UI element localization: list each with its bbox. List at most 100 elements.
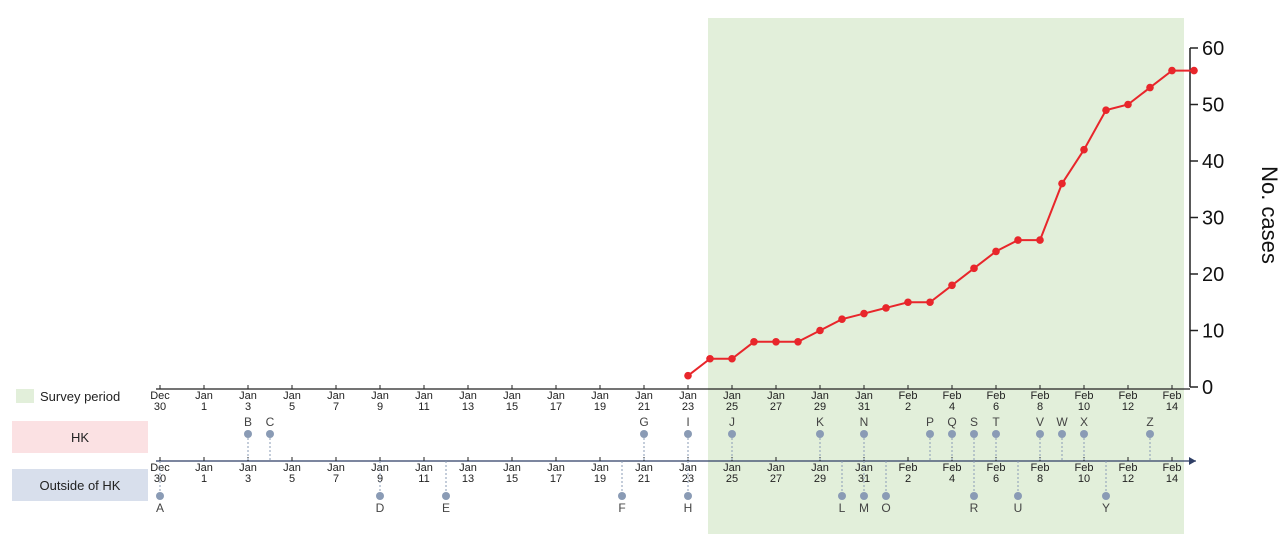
x-tick-day: 27: [770, 473, 782, 485]
hk-event-label: I: [686, 415, 689, 429]
series-point: [750, 338, 758, 346]
x-tick-month: Jan: [635, 462, 653, 474]
x-tick-day: 7: [333, 473, 339, 485]
series-point: [860, 309, 868, 318]
hk-event-dot: [860, 430, 868, 438]
hk-event-dot: [992, 430, 1000, 438]
outside-event-label: O: [881, 501, 890, 515]
row-label-outside: Outside of HK: [40, 478, 121, 493]
hk-event-dot: [948, 430, 956, 438]
series-point: [992, 247, 1000, 256]
outside-event-dot: [970, 492, 978, 500]
x-tick-day: 4: [949, 401, 955, 413]
x-tick-month: Feb: [1075, 390, 1094, 402]
hk-event-label: B: [244, 415, 252, 429]
x-tick-month: Jan: [591, 390, 609, 402]
row-label-box-outside: [12, 469, 148, 501]
x-tick-month: Feb: [1075, 462, 1094, 474]
x-tick-month: Jan: [855, 462, 873, 474]
outside-event-label: Y: [1102, 501, 1110, 515]
x-tick-day: 12: [1122, 473, 1134, 485]
x-tick-day: 15: [506, 401, 518, 413]
y-tick-label: 60: [1202, 38, 1224, 60]
x-tick-month: Jan: [415, 390, 433, 402]
x-tick-month: Jan: [811, 462, 829, 474]
x-tick-month: Jan: [767, 462, 785, 474]
y-tick-label: 20: [1202, 264, 1224, 286]
legend-swatch: [16, 389, 34, 403]
hk-event-label: T: [992, 415, 1000, 429]
hk-event-dot: [816, 430, 824, 438]
x-tick-month: Jan: [635, 390, 653, 402]
outside-event-dot: [376, 492, 384, 500]
series-point: [948, 281, 956, 290]
x-tick-month: Feb: [1163, 390, 1182, 402]
x-tick-month: Feb: [1119, 462, 1138, 474]
x-tick-day: 10: [1078, 473, 1090, 485]
outside-event-dot: [618, 492, 626, 500]
hk-event-label: Z: [1146, 415, 1153, 429]
x-tick-day: 3: [245, 473, 251, 485]
outside-event-dot: [1014, 492, 1022, 500]
x-tick-day: 8: [1037, 473, 1043, 485]
x-tick-day: 13: [462, 401, 474, 413]
y-tick-label: 10: [1202, 321, 1224, 343]
series-point: [926, 298, 934, 307]
row-label-hk: HK: [71, 430, 89, 445]
outside-event-dot: [860, 492, 868, 500]
x-tick-day: 1: [201, 401, 207, 413]
x-tick-month: Feb: [899, 390, 918, 402]
x-tick-month: Jan: [679, 462, 697, 474]
x-tick-day: 31: [858, 401, 870, 413]
outside-event-dot: [442, 492, 450, 500]
x-tick-day: 11: [418, 473, 429, 485]
x-tick-day: 13: [462, 473, 474, 485]
series-point: [1190, 66, 1198, 75]
x-tick-day: 10: [1078, 401, 1090, 413]
x-tick-day: 21: [638, 473, 650, 485]
x-tick-month: Jan: [327, 390, 345, 402]
outside-event-dot: [684, 492, 692, 500]
series-point: [1168, 66, 1176, 75]
outside-event-label: R: [970, 501, 979, 515]
outside-event-label: M: [859, 501, 869, 515]
outside-event-dot: [1102, 492, 1110, 500]
hk-event-label: V: [1036, 415, 1044, 429]
hk-event-dot: [266, 430, 274, 438]
y-tick-label: 0: [1202, 377, 1213, 399]
x-tick-month: Jan: [415, 462, 433, 474]
outside-event-dot: [156, 492, 164, 500]
series-point: [684, 371, 692, 380]
x-tick-month: Jan: [195, 462, 213, 474]
x-tick-month: Jan: [195, 390, 213, 402]
x-tick-month: Jan: [459, 390, 477, 402]
y-axis-title: No. cases: [1257, 166, 1282, 264]
outside-event-label: E: [442, 501, 450, 515]
x-tick-month: Feb: [899, 462, 918, 474]
legend-label: Survey period: [40, 389, 120, 404]
x-tick-day: 7: [333, 401, 339, 413]
series-point: [970, 264, 978, 273]
x-tick-day: 6: [993, 473, 999, 485]
hk-event-dot: [640, 430, 648, 438]
outside-event-label: D: [376, 501, 385, 515]
series-point: [1124, 100, 1132, 109]
x-tick-day: 14: [1166, 401, 1178, 413]
x-tick-month: Jan: [811, 390, 829, 402]
x-tick-month: Feb: [1119, 390, 1138, 402]
x-tick-day: 21: [638, 401, 650, 413]
series-point: [1014, 236, 1022, 244]
survey-period-band: [708, 18, 1184, 534]
x-tick-month: Jan: [371, 462, 389, 474]
x-tick-month: Jan: [723, 390, 741, 402]
hk-event-label: P: [926, 415, 934, 429]
outside-event-dot: [838, 492, 846, 500]
x-tick-day: 5: [289, 401, 295, 413]
x-tick-day: 17: [550, 401, 562, 413]
x-tick-day: 14: [1166, 473, 1178, 485]
y-tick-label: 30: [1202, 208, 1224, 230]
x-tick-month: Dec: [150, 462, 170, 474]
series-point: [1080, 145, 1088, 154]
